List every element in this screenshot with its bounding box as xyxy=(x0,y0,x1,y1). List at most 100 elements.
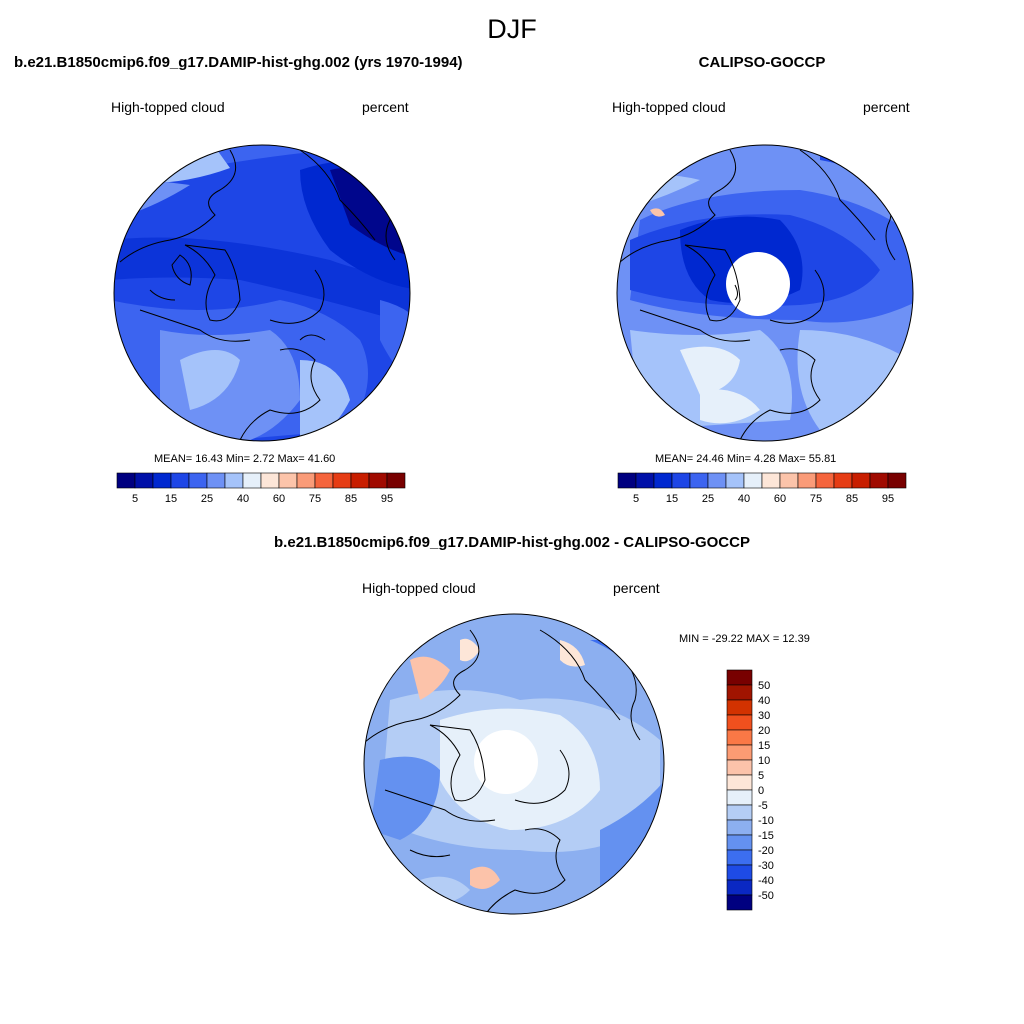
colorbar-tick-label: 75 xyxy=(810,493,822,505)
colorbar-swatch xyxy=(726,729,753,746)
colorbar-tick-label: 20 xyxy=(758,725,770,737)
colorbar-swatch xyxy=(726,669,753,686)
map-panel-1 xyxy=(114,145,410,441)
colorbar-tick-label: 25 xyxy=(201,493,213,505)
colorbar-tick-label: 40 xyxy=(758,695,770,707)
colorbar-tick-label: 40 xyxy=(237,493,249,505)
colorbar-swatch xyxy=(726,819,753,836)
colorbar-swatch xyxy=(671,472,691,489)
colorbar-swatch xyxy=(116,472,136,489)
panel-1-units-label: percent xyxy=(362,99,409,115)
colorbar-tick-label: 15 xyxy=(165,493,177,505)
colorbar-tick-label: 0 xyxy=(758,785,764,797)
colorbar-swatch xyxy=(725,472,745,489)
panel-3-title: b.e21.B1850cmip6.f09_g17.DAMIP-hist-ghg.… xyxy=(274,534,750,551)
map-3-border xyxy=(363,613,665,915)
colorbar-swatch xyxy=(134,472,154,489)
colorbar-swatch xyxy=(260,472,280,489)
colorbar-swatch xyxy=(726,699,753,716)
colorbar-swatch xyxy=(170,472,190,489)
colorbar-swatch xyxy=(726,789,753,806)
colorbar-swatch xyxy=(386,472,406,489)
colorbar-swatch xyxy=(653,472,673,489)
colorbar-swatch xyxy=(726,744,753,761)
colorbar-tick-label: 30 xyxy=(758,710,770,722)
colorbar-tick-label: 40 xyxy=(738,493,750,505)
panel-2-units-label: percent xyxy=(863,99,910,115)
panel-2-stats: MEAN= 24.46 Min= 4.28 Max= 55.81 xyxy=(655,453,837,465)
colorbar-tick-label: -50 xyxy=(758,890,774,902)
colorbar-tick-label: 5 xyxy=(758,770,764,782)
colorbar-swatch xyxy=(779,472,799,489)
colorbar-tick-label: -10 xyxy=(758,815,774,827)
colorbar-swatch xyxy=(350,472,370,489)
colorbar-panel-1: 5 15 25 40 60 75 85 95 xyxy=(116,472,406,505)
colorbar-swatch xyxy=(761,472,781,489)
panel-3-variable-label: High-topped cloud xyxy=(362,580,476,596)
colorbar-swatch xyxy=(188,472,208,489)
colorbar-swatch xyxy=(617,472,637,489)
panel-1-stats: MEAN= 16.43 Min= 2.72 Max= 41.60 xyxy=(154,453,336,465)
colorbar-tick-label: -5 xyxy=(758,800,768,812)
colorbar-tick-label: 50 xyxy=(758,680,770,692)
colorbar-tick-label: -20 xyxy=(758,845,774,857)
colorbar-swatch xyxy=(224,472,244,489)
colorbar-swatch xyxy=(726,804,753,821)
colorbar-swatch xyxy=(206,472,226,489)
colorbar-swatch xyxy=(887,472,907,489)
colorbar-tick-label: -15 xyxy=(758,830,774,842)
colorbar-swatch xyxy=(368,472,388,489)
colorbar-tick-label: -30 xyxy=(758,860,774,872)
colorbar-swatch xyxy=(635,472,655,489)
colorbar-swatch xyxy=(726,894,753,911)
panel-1-title: b.e21.B1850cmip6.f09_g17.DAMIP-hist-ghg.… xyxy=(14,54,463,71)
colorbar-swatch xyxy=(726,849,753,866)
panel-1-variable-label: High-topped cloud xyxy=(111,99,225,115)
map-2-border xyxy=(616,144,914,442)
map-panel-3 xyxy=(364,614,664,914)
colorbar-tick-label: 85 xyxy=(345,493,357,505)
colorbar-swatch xyxy=(726,714,753,731)
colorbar-tick-label: 5 xyxy=(633,493,639,505)
colorbar-swatch xyxy=(726,774,753,791)
colorbar-tick-label: 60 xyxy=(273,493,285,505)
colorbar-tick-label: 85 xyxy=(846,493,858,505)
panel-2-variable-label: High-topped cloud xyxy=(612,99,726,115)
coastlines-panel-2 xyxy=(619,149,896,441)
colorbar-swatch xyxy=(743,472,763,489)
colorbar-swatch xyxy=(278,472,298,489)
colorbar-tick-label: -40 xyxy=(758,875,774,887)
colorbar-swatch xyxy=(726,879,753,896)
colorbar-swatch xyxy=(726,864,753,881)
panel-3-units-label: percent xyxy=(613,580,660,596)
page-title: DJF xyxy=(487,14,537,44)
colorbar-tick-label: 95 xyxy=(882,493,894,505)
coastlines-panel-1 xyxy=(119,149,396,441)
colorbar-tick-label: 60 xyxy=(774,493,786,505)
panel-3-stats: MIN = -29.22 MAX = 12.39 xyxy=(679,633,810,645)
colorbar-swatch xyxy=(851,472,871,489)
colorbar-swatch xyxy=(815,472,835,489)
colorbar-tick-label: 95 xyxy=(381,493,393,505)
colorbar-swatch xyxy=(689,472,709,489)
panel-2-title: CALIPSO-GOCCP xyxy=(698,54,826,71)
colorbar-swatch xyxy=(332,472,352,489)
colorbar-swatch xyxy=(707,472,727,489)
colorbar-swatch xyxy=(296,472,316,489)
colorbar-tick-label: 15 xyxy=(666,493,678,505)
colorbar-swatch xyxy=(869,472,889,489)
colorbar-swatch xyxy=(726,759,753,776)
colorbar-swatch xyxy=(314,472,334,489)
colorbar-panel-2: 5 15 25 40 60 75 85 95 xyxy=(617,472,907,505)
colorbar-tick-label: 5 xyxy=(132,493,138,505)
colorbar-tick-label: 15 xyxy=(758,740,770,752)
colorbar-swatch xyxy=(242,472,262,489)
colorbar-swatch xyxy=(726,834,753,851)
colorbar-tick-label: 25 xyxy=(702,493,714,505)
colorbar-swatch xyxy=(797,472,817,489)
colorbar-tick-label: 75 xyxy=(309,493,321,505)
colorbar-tick-label: 10 xyxy=(758,755,770,767)
map-1-border xyxy=(113,144,411,442)
